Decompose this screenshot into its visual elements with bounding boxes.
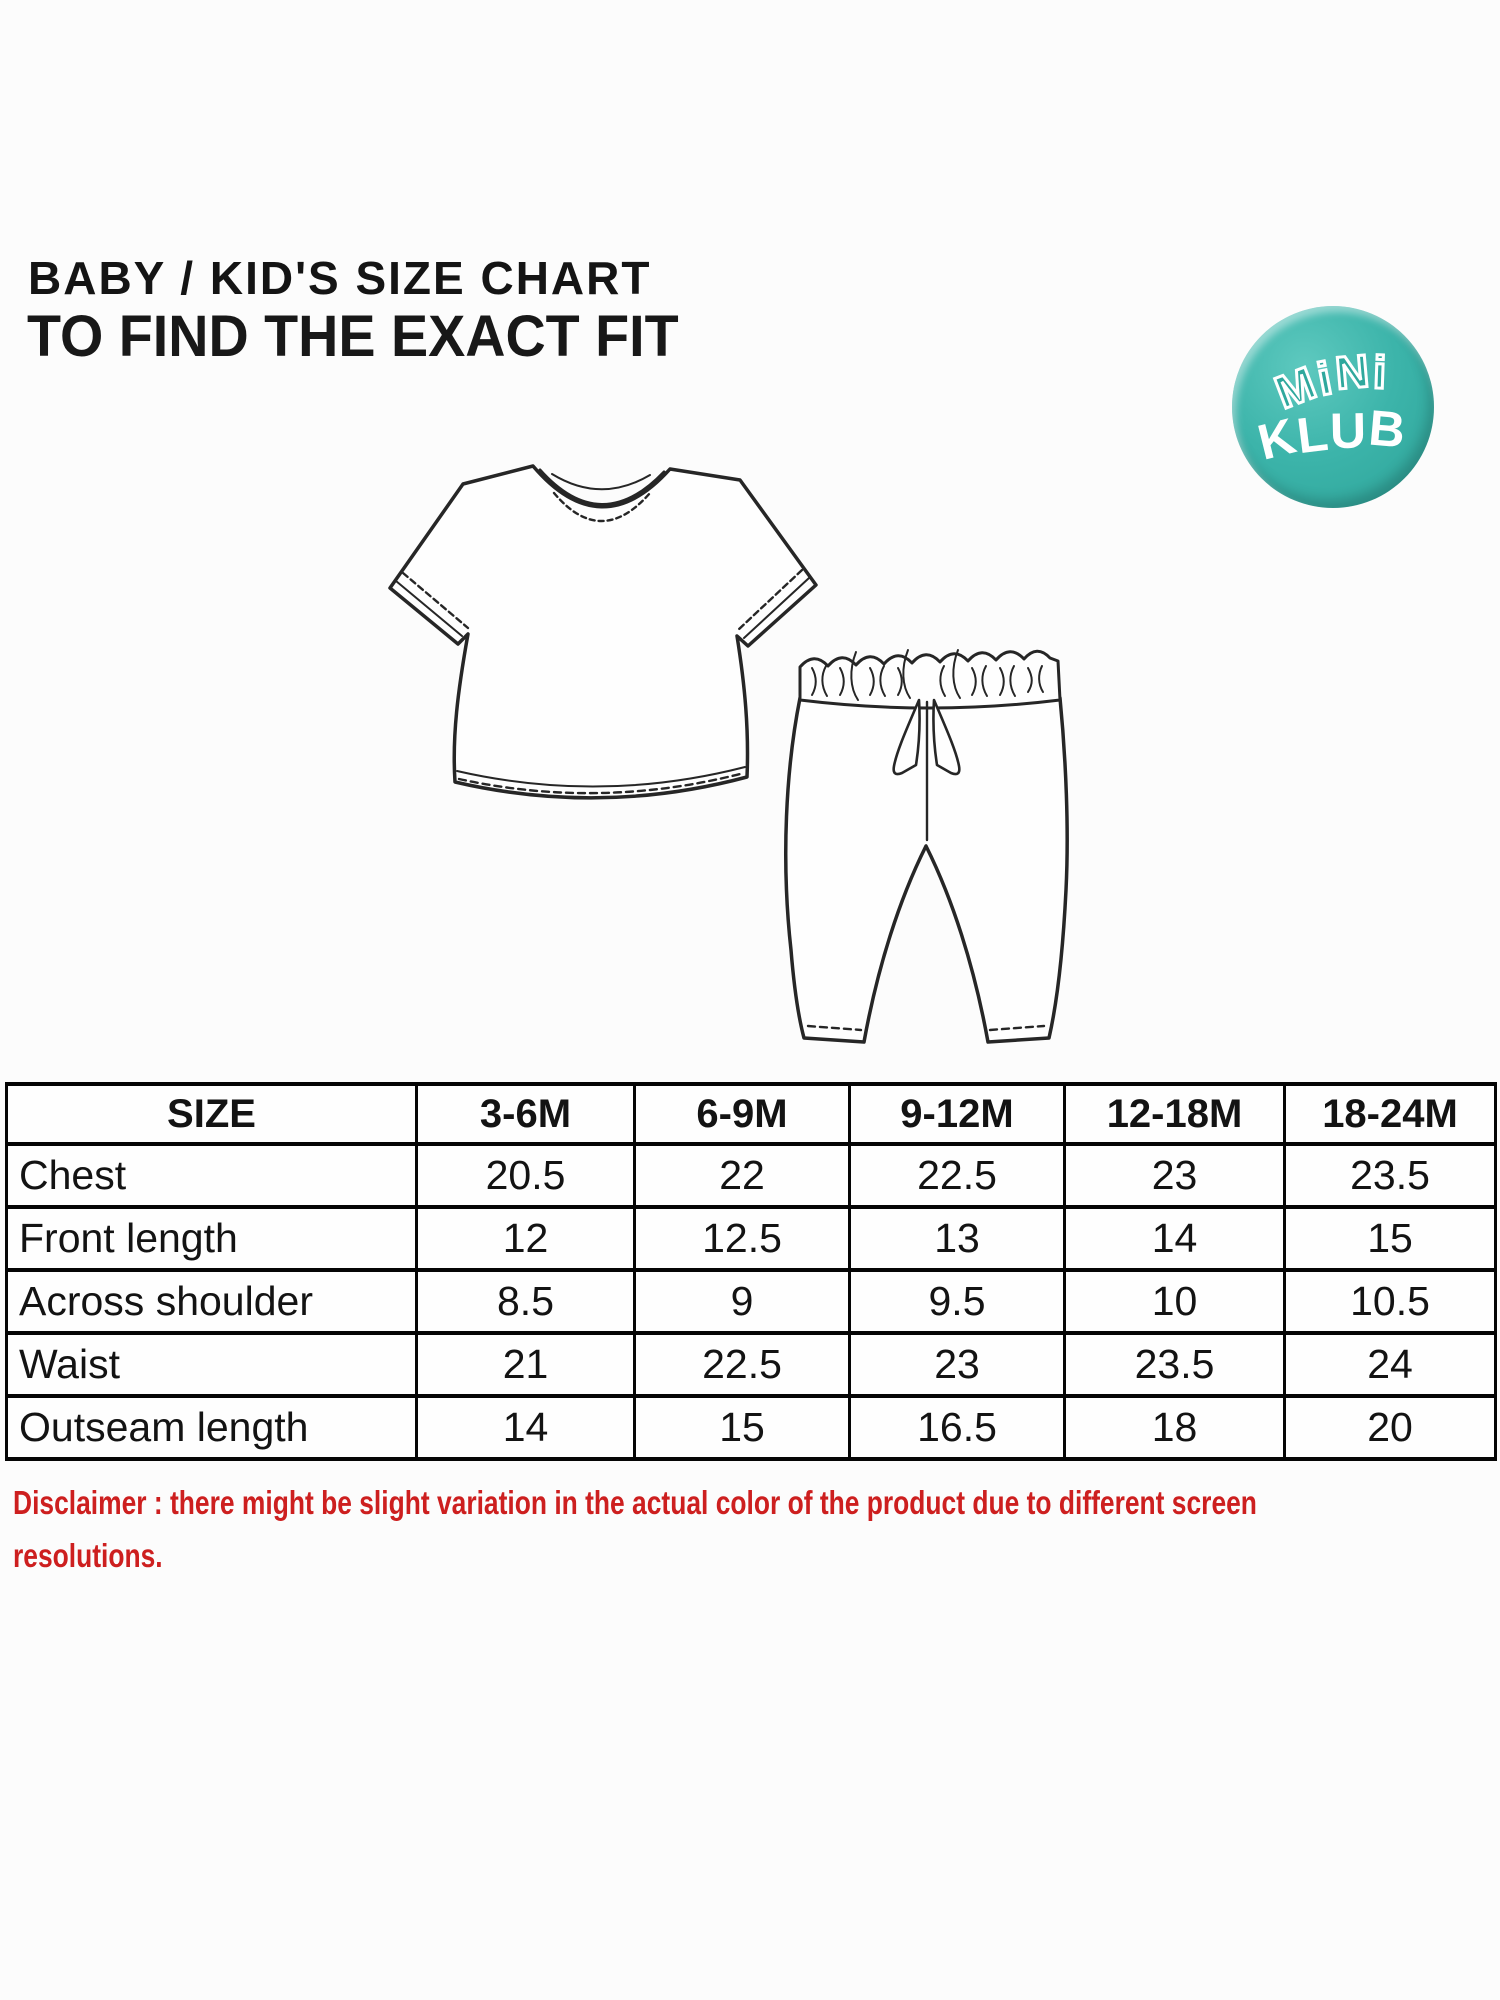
value-cell: 22.5	[848, 1142, 1066, 1209]
header-cell-12-18m: 12-18M	[1063, 1082, 1286, 1146]
logo-letter: B	[1366, 399, 1411, 459]
value-cell: 23	[1063, 1142, 1286, 1209]
page-subtitle: TO FIND THE EXACT FIT	[27, 304, 679, 369]
value-cell: 23.5	[1063, 1331, 1286, 1398]
disclaimer-line-1: Disclaimer : there might be slight varia…	[13, 1484, 1257, 1521]
header-cell-9-12m: 9-12M	[848, 1082, 1066, 1146]
table-row-outseam-length: Outseam length 14 15 16.5 18 20	[5, 1394, 1497, 1461]
value-cell: 10	[1063, 1268, 1286, 1335]
value-cell: 12	[415, 1205, 636, 1272]
pants-illustration-icon	[784, 649, 1069, 1044]
miniklub-logo-badge: MiNi KLUB	[1232, 306, 1434, 508]
logo-letter: L	[1293, 404, 1334, 465]
value-cell: 14	[415, 1394, 636, 1461]
table-row-front-length: Front length 12 12.5 13 14 15	[5, 1205, 1497, 1272]
value-cell: 13	[848, 1205, 1066, 1272]
value-cell: 16.5	[848, 1394, 1066, 1461]
value-cell: 15	[1283, 1205, 1497, 1272]
value-cell: 20.5	[415, 1142, 636, 1209]
value-cell: 14	[1063, 1205, 1286, 1272]
value-cell: 21	[415, 1331, 636, 1398]
value-cell: 9.5	[848, 1268, 1066, 1335]
value-cell: 12.5	[633, 1205, 851, 1272]
table-row-waist: Waist 21 22.5 23 23.5 24	[5, 1331, 1497, 1398]
value-cell: 8.5	[415, 1268, 636, 1335]
size-chart-table: SIZE 3-6M 6-9M 9-12M 12-18M 18-24M Chest…	[5, 1082, 1497, 1461]
garments-illustration	[388, 464, 1069, 1044]
header-row: SIZE 3-6M 6-9M 9-12M 12-18M 18-24M	[5, 1082, 1497, 1146]
value-cell: 10.5	[1283, 1268, 1497, 1335]
header-cell-3-6m: 3-6M	[415, 1082, 636, 1146]
header-cell-6-9m: 6-9M	[633, 1082, 851, 1146]
header-cell-size: SIZE	[5, 1082, 418, 1146]
table-row-chest: Chest 20.5 22 22.5 23 23.5	[5, 1142, 1497, 1209]
value-cell: 18	[1063, 1394, 1286, 1461]
value-cell: 24	[1283, 1331, 1497, 1398]
disclaimer-text: Disclaimer : there might be slight varia…	[13, 1476, 1453, 1582]
tshirt-illustration-icon	[388, 464, 818, 800]
row-label-cell: Chest	[5, 1142, 418, 1209]
value-cell: 20	[1283, 1394, 1497, 1461]
value-cell: 22	[633, 1142, 851, 1209]
value-cell: 23	[848, 1331, 1066, 1398]
logo-letter: i	[1371, 344, 1394, 400]
logo-letter: N	[1331, 343, 1377, 401]
size-chart-header: SIZE 3-6M 6-9M 9-12M 12-18M 18-24M	[5, 1082, 1497, 1146]
value-cell: 9	[633, 1268, 851, 1335]
row-label-cell: Waist	[5, 1331, 418, 1398]
row-label-cell: Across shoulder	[5, 1268, 418, 1335]
value-cell: 23.5	[1283, 1142, 1497, 1209]
value-cell: 22.5	[633, 1331, 851, 1398]
value-cell: 15	[633, 1394, 851, 1461]
header-cell-18-24m: 18-24M	[1283, 1082, 1497, 1146]
page-title: BABY / KID'S SIZE CHART	[28, 252, 652, 304]
disclaimer-line-2: resolutions.	[13, 1537, 163, 1574]
table-row-across-shoulder: Across shoulder 8.5 9 9.5 10 10.5	[5, 1268, 1497, 1335]
row-label-cell: Outseam length	[5, 1394, 418, 1461]
logo-letter: U	[1329, 402, 1370, 460]
row-label-cell: Front length	[5, 1205, 418, 1272]
